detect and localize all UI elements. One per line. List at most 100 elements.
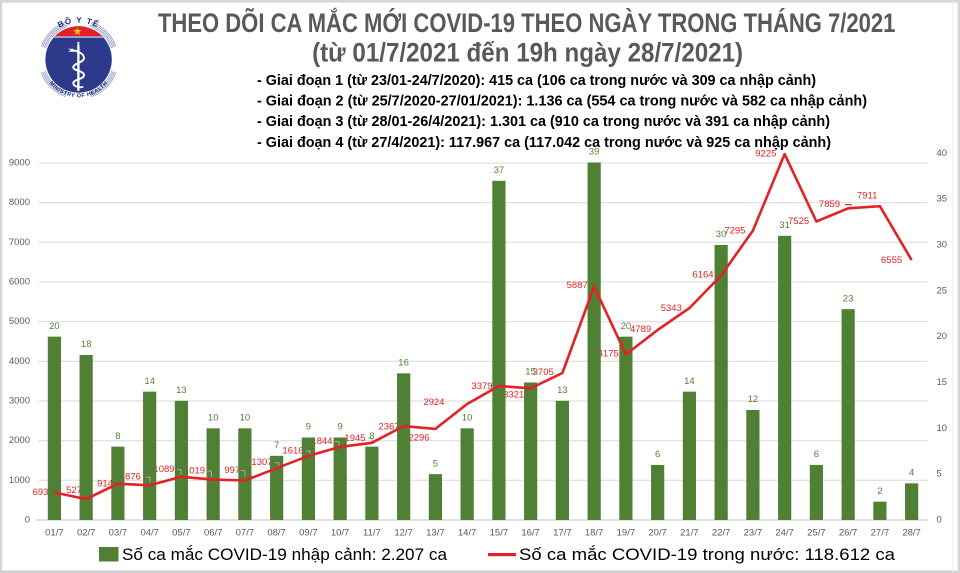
- svg-text:04/7: 04/7: [140, 527, 159, 538]
- svg-text:16/7: 16/7: [521, 527, 540, 538]
- svg-text:6000: 6000: [9, 277, 30, 288]
- svg-text:7525: 7525: [788, 216, 809, 227]
- svg-text:15: 15: [525, 367, 536, 378]
- svg-text:10: 10: [208, 413, 219, 424]
- svg-text:09/7: 09/7: [299, 527, 318, 538]
- svg-text:03/7: 03/7: [109, 527, 128, 538]
- svg-text:39: 39: [589, 147, 600, 158]
- svg-text:5343: 5343: [661, 303, 682, 314]
- svg-text:4000: 4000: [9, 356, 30, 367]
- svg-text:12/7: 12/7: [394, 527, 413, 538]
- svg-text:02/7: 02/7: [77, 527, 96, 538]
- svg-text:06/7: 06/7: [204, 527, 223, 538]
- svg-text:0: 0: [25, 515, 30, 526]
- svg-text:23/7: 23/7: [744, 527, 763, 538]
- svg-text:3705: 3705: [533, 367, 554, 378]
- svg-text:7000: 7000: [9, 237, 30, 248]
- svg-text:16: 16: [398, 358, 409, 369]
- svg-text:25: 25: [937, 285, 948, 296]
- svg-text:- Giai đoạn 1 (từ 23/01-24/7/2: - Giai đoạn 1 (từ 23/01-24/7/2020): 415 …: [257, 72, 816, 89]
- svg-text:8000: 8000: [9, 197, 30, 208]
- svg-text:19/7: 19/7: [617, 527, 636, 538]
- svg-text:23: 23: [843, 293, 854, 304]
- svg-text:1307: 1307: [251, 457, 272, 468]
- svg-text:876: 876: [125, 472, 141, 483]
- svg-text:18/7: 18/7: [585, 527, 604, 538]
- svg-text:13: 13: [176, 385, 187, 396]
- svg-text:Số ca mắc COVID-19 trong nước:: Số ca mắc COVID-19 trong nước: 118.612 c…: [519, 545, 896, 564]
- svg-text:12: 12: [748, 394, 759, 405]
- svg-text:05/7: 05/7: [172, 527, 191, 538]
- svg-text:7: 7: [274, 440, 279, 451]
- svg-text:2: 2: [877, 486, 882, 497]
- svg-text:15: 15: [937, 377, 948, 388]
- svg-text:1089: 1089: [153, 464, 174, 475]
- svg-text:5000: 5000: [9, 316, 30, 327]
- svg-text:9: 9: [337, 422, 342, 433]
- svg-text:20: 20: [937, 331, 948, 342]
- svg-text:8: 8: [369, 431, 374, 442]
- svg-text:20: 20: [49, 321, 60, 332]
- svg-text:27/7: 27/7: [871, 527, 890, 538]
- svg-text:BỘ Y TẾ: BỘ Y TẾ: [56, 16, 101, 30]
- svg-text:31: 31: [779, 220, 790, 231]
- svg-text:9: 9: [306, 422, 311, 433]
- svg-text:14: 14: [684, 376, 695, 387]
- svg-text:6: 6: [655, 449, 660, 460]
- svg-text:5: 5: [937, 469, 942, 480]
- svg-text:3379: 3379: [471, 381, 492, 392]
- svg-text:17/7: 17/7: [553, 527, 572, 538]
- svg-text:4789: 4789: [630, 324, 651, 335]
- svg-text:13: 13: [557, 385, 568, 396]
- svg-text:22/7: 22/7: [712, 527, 731, 538]
- svg-text:5887: 5887: [567, 280, 588, 291]
- svg-text:2367: 2367: [378, 422, 399, 433]
- svg-text:7859: 7859: [819, 199, 840, 210]
- svg-text:13/7: 13/7: [426, 527, 445, 538]
- svg-text:11/7: 11/7: [363, 527, 381, 538]
- svg-text:4: 4: [909, 468, 914, 479]
- svg-text:40: 40: [937, 148, 948, 159]
- svg-text:914: 914: [97, 478, 113, 489]
- svg-text:997: 997: [224, 465, 240, 476]
- svg-text:8: 8: [115, 431, 120, 442]
- svg-text:30: 30: [937, 240, 948, 251]
- svg-text:6164: 6164: [692, 270, 713, 281]
- svg-text:693: 693: [33, 487, 49, 498]
- svg-text:- Giai đoạn 3 (từ 28/01-26/4/2: - Giai đoạn 3 (từ 28/01-26/4/2021): 1.30…: [257, 113, 830, 130]
- svg-text:08/7: 08/7: [267, 527, 286, 538]
- svg-text:0: 0: [937, 515, 942, 526]
- svg-text:7295: 7295: [724, 225, 745, 236]
- svg-text:- Giai đoạn 4 (từ 27/4/2021):: - Giai đoạn 4 (từ 27/4/2021): 117.967 ca…: [257, 134, 831, 151]
- svg-text:6555: 6555: [881, 255, 902, 266]
- svg-text:28/7: 28/7: [902, 527, 921, 538]
- svg-text:1945: 1945: [344, 433, 365, 444]
- svg-text:20: 20: [621, 321, 632, 332]
- svg-text:2924: 2924: [423, 397, 444, 408]
- svg-text:3321: 3321: [503, 390, 524, 401]
- svg-text:9000: 9000: [9, 158, 30, 169]
- svg-text:527: 527: [66, 485, 82, 496]
- svg-text:18: 18: [81, 339, 92, 350]
- svg-text:26/7: 26/7: [839, 527, 858, 538]
- svg-text:7911: 7911: [857, 191, 877, 202]
- svg-text:20/7: 20/7: [648, 527, 667, 538]
- svg-text:35: 35: [937, 194, 948, 205]
- svg-text:25/7: 25/7: [807, 527, 826, 538]
- svg-text:10: 10: [462, 413, 473, 424]
- svg-text:01/7: 01/7: [45, 527, 64, 538]
- svg-text:THEO DÕI CA MẮC MỚI COVID-19 T: THEO DÕI CA MẮC MỚI COVID-19 THEO NGÀY T…: [158, 7, 896, 38]
- svg-text:37: 37: [494, 165, 505, 176]
- svg-text:15/7: 15/7: [490, 527, 509, 538]
- svg-text:Số ca mắc COVID-19 nhập cảnh:: Số ca mắc COVID-19 nhập cảnh: 2.207 ca: [122, 545, 448, 564]
- svg-text:9225: 9225: [755, 149, 776, 160]
- svg-text:2296: 2296: [408, 432, 429, 443]
- svg-text:24/7: 24/7: [775, 527, 794, 538]
- svg-text:10: 10: [240, 413, 251, 424]
- svg-text:1616: 1616: [282, 446, 303, 457]
- svg-text:07/7: 07/7: [236, 527, 255, 538]
- svg-text:21/7: 21/7: [680, 527, 699, 538]
- svg-text:(từ 01/7/2021 đến 19h ngày 28/: (từ 01/7/2021 đến 19h ngày 28/7/2021): [312, 38, 743, 68]
- svg-text:10/7: 10/7: [331, 527, 350, 538]
- svg-text:1844: 1844: [311, 436, 332, 447]
